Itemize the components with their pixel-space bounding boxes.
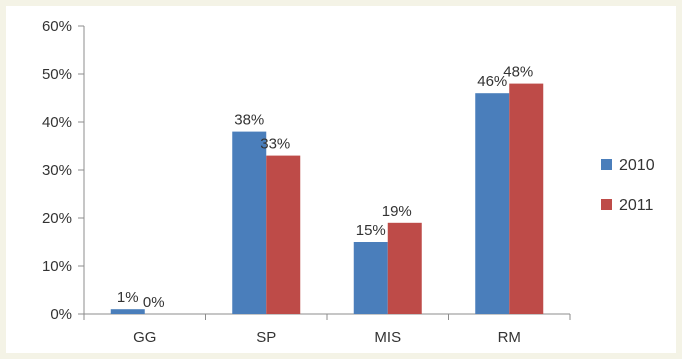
data-label: 15% [356, 222, 386, 239]
bar-2011-RM [509, 83, 544, 314]
y-tick-label: 20% [42, 210, 72, 227]
data-label: 38% [234, 112, 264, 129]
bars [110, 83, 544, 314]
bar-2011-MIS [387, 222, 422, 314]
x-tick-label: SP [256, 329, 276, 346]
legend-swatch [601, 199, 612, 210]
y-tick-label: 50% [42, 66, 72, 83]
x-axis: GG SP MIS RM [83, 313, 571, 346]
data-label: 1% [117, 289, 139, 306]
data-label: 0% [143, 294, 165, 311]
bar-2011-SP [266, 155, 301, 314]
y-axis: 0% 10% 20% 30% 40% 50% 60% [42, 18, 85, 323]
bar-2010-GG [110, 309, 145, 314]
bar-2010-MIS [353, 242, 388, 314]
legend: 2010 2011 [601, 157, 655, 214]
x-tick-label: MIS [374, 329, 401, 346]
legend-label: 2011 [619, 197, 654, 214]
y-tick-label: 60% [42, 18, 72, 35]
chart-frame [6, 6, 676, 353]
y-tick-label: 0% [50, 306, 72, 323]
bar-2010-SP [232, 131, 267, 314]
data-label: 46% [477, 73, 507, 90]
y-tick-label: 30% [42, 162, 72, 179]
data-label: 48% [503, 64, 533, 81]
bar-2010-RM [475, 93, 510, 314]
x-tick-label: RM [498, 329, 521, 346]
y-tick-label: 10% [42, 258, 72, 275]
data-label: 33% [260, 136, 290, 153]
y-tick-label: 40% [42, 114, 72, 131]
data-labels: 1% 38% 15% 46% 0% 33% 19% 48% [117, 64, 533, 311]
legend-swatch [601, 159, 612, 170]
x-tick-label: GG [133, 329, 156, 346]
legend-label: 2010 [619, 157, 655, 174]
data-label: 19% [382, 203, 412, 220]
